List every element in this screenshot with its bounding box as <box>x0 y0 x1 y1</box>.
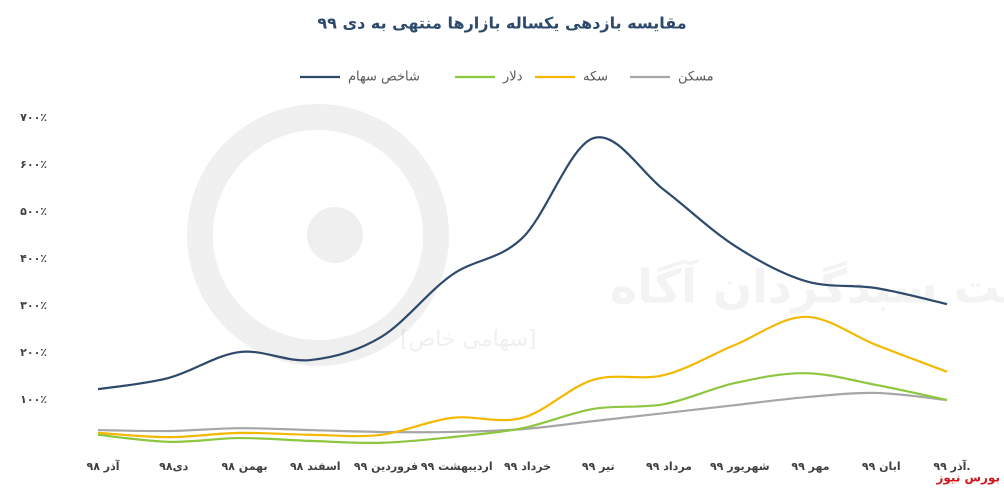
series-line <box>97 315 948 439</box>
series-line <box>97 136 948 391</box>
y-tick-label: ۱۰۰٪ <box>20 393 47 406</box>
watermark-logo <box>187 104 449 366</box>
x-tick-label: تیر ۹۹ <box>582 460 615 473</box>
x-tick-label: آذر ۹۹. <box>933 459 970 473</box>
legend-label: دلار <box>502 70 523 85</box>
y-tick-label: ۳۰۰٪ <box>20 299 47 312</box>
x-tick-label: مهر ۹۹ <box>791 460 829 473</box>
series-line <box>97 391 948 434</box>
legend-label: سکه <box>583 70 608 85</box>
x-tick-label: آذر ۹۸ <box>86 459 119 473</box>
x-tick-label: دی۹۸ <box>159 460 189 473</box>
x-tick-label: اسفند ۹۸ <box>290 460 341 473</box>
x-tick-label: خرداد ۹۹ <box>504 460 551 473</box>
y-tick-label: ۴۰۰٪ <box>20 252 47 265</box>
y-tick-label: ۶۰۰٪ <box>20 158 47 171</box>
chart-title: مقایسه بازدهی یکساله بازارها منتهی به دی… <box>317 14 686 33</box>
series-line <box>97 372 948 444</box>
y-tick-label: ۷۰۰٪ <box>20 111 47 124</box>
x-tick-label: مرداد ۹۹ <box>646 460 692 473</box>
source: بورس نیوز <box>935 471 1000 486</box>
x-tick-label: بهمن ۹۸ <box>222 460 268 473</box>
legend-label: مسکن <box>678 70 714 85</box>
legend-label: شاخص سهام <box>348 70 420 85</box>
y-tick-label: ۲۰۰٪ <box>20 346 47 359</box>
x-tick-label: اردیبهشت ۹۹ <box>421 460 493 473</box>
watermark-sub: [سهامی خاص] <box>400 327 536 352</box>
y-tick-label: ۵۰۰٪ <box>20 205 47 218</box>
x-tick-label: ابان ۹۹ <box>862 460 901 473</box>
x-tick-label: فروردین ۹۹ <box>354 460 418 473</box>
watermark: شرکت سبدگردان آگاه <box>610 259 1004 314</box>
x-tick-label: شهریور ۹۹ <box>710 460 770 473</box>
